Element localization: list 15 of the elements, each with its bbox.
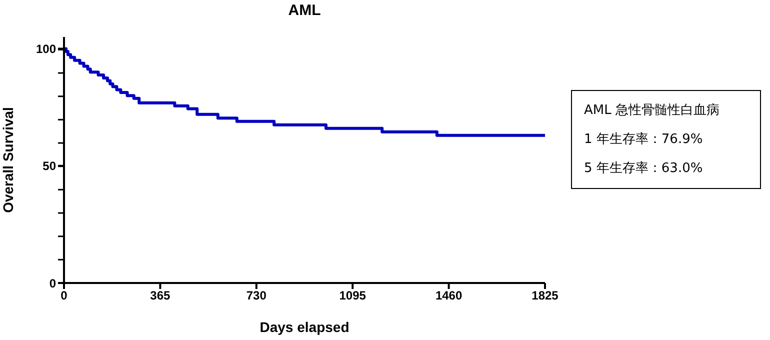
y-axis-title: Overall Survival xyxy=(0,107,16,213)
chart-title: AML xyxy=(287,2,322,19)
text: 5 年生存率：63.0% xyxy=(584,160,704,178)
y-tick-label: 50 xyxy=(42,159,56,174)
x-axis-title: Days elapsed xyxy=(260,319,350,335)
x-tick-label: 0 xyxy=(60,288,68,303)
x-tick-label: 1460 xyxy=(435,288,462,303)
text: AML 急性骨髄性白血病 xyxy=(584,102,720,120)
text: 1 年生存率：76.9% xyxy=(584,131,704,149)
x-tick-label: 365 xyxy=(150,288,171,303)
x-tick-label: 730 xyxy=(246,288,267,303)
y-tick-label: 100 xyxy=(36,42,56,56)
y-tick-label: 0 xyxy=(49,276,56,290)
x-tick-label: 1095 xyxy=(339,288,366,303)
x-tick-label: 1825 xyxy=(532,288,559,303)
